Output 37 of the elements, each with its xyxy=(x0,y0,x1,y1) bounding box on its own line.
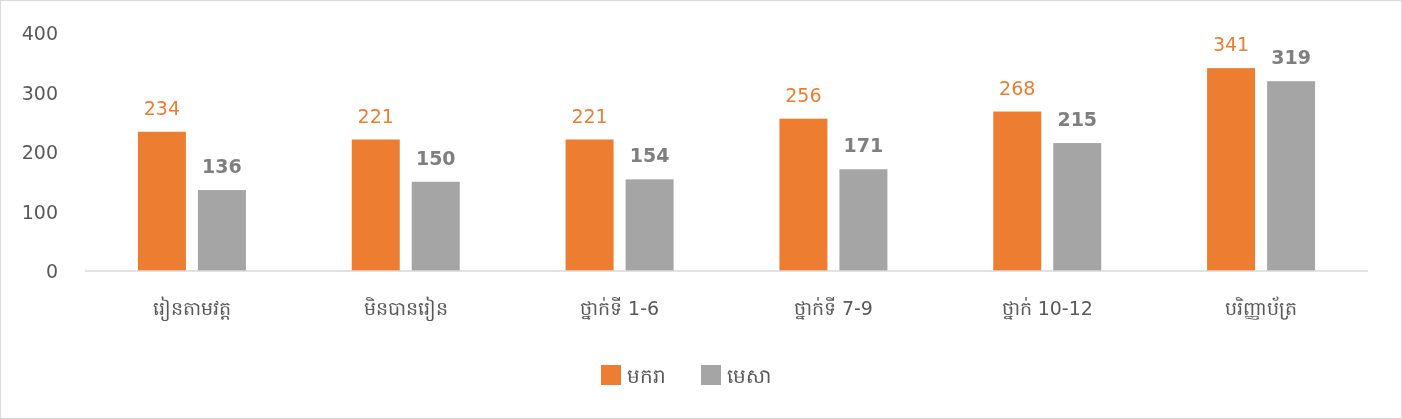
x-tick-label: ថ្នាក់ទី 7-9 xyxy=(793,296,873,320)
x-tick-label: ថ្នាក់ 10-12 xyxy=(1001,296,1093,320)
data-label: 268 xyxy=(999,76,1036,99)
bar xyxy=(779,118,828,271)
bar xyxy=(411,181,460,271)
x-tick-label: មិនបានរៀន xyxy=(363,296,448,322)
data-label: 256 xyxy=(785,83,822,106)
x-tick-label: បរិញ្ញាប័ត្រ xyxy=(1225,296,1298,320)
x-tick-label: ថ្នាក់ទី 1-6 xyxy=(580,296,660,320)
data-label: 136 xyxy=(202,155,242,178)
x-tick-label: រៀនតាមវត្ត xyxy=(152,296,231,322)
data-label: 154 xyxy=(629,144,670,167)
data-label: 234 xyxy=(143,96,181,119)
bar xyxy=(197,190,246,271)
data-label: 150 xyxy=(415,146,456,169)
data-label: 171 xyxy=(843,134,884,157)
bar xyxy=(1267,81,1316,271)
bar xyxy=(137,131,186,271)
bar xyxy=(1053,143,1102,271)
y-tick-label: 0 xyxy=(45,260,58,282)
data-label: 341 xyxy=(1212,33,1250,56)
bar xyxy=(993,111,1042,271)
bar xyxy=(351,139,400,271)
bar xyxy=(839,169,888,271)
data-label: 215 xyxy=(1057,108,1098,131)
bar xyxy=(1207,68,1256,271)
bar xyxy=(565,139,614,271)
y-tick-label: 300 xyxy=(21,81,58,104)
y-tick-label: 400 xyxy=(21,22,58,44)
y-tick-label: 100 xyxy=(21,200,58,223)
data-label: 319 xyxy=(1271,46,1311,69)
data-label: 221 xyxy=(571,104,608,127)
legend-label: មករា xyxy=(627,364,665,388)
y-tick-label: 200 xyxy=(21,141,58,163)
legend-label: មេសា xyxy=(727,364,771,388)
bar xyxy=(625,179,674,271)
data-label: 221 xyxy=(357,104,394,127)
